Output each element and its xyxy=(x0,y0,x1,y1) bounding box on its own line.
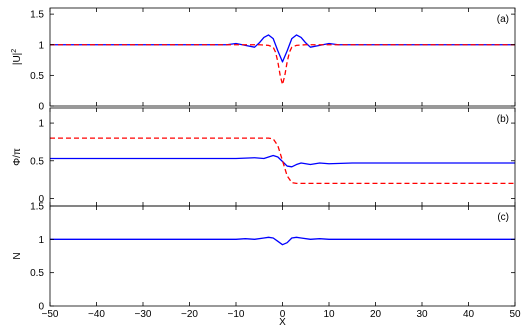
panel-2-ylabel: Φ/π xyxy=(12,148,23,166)
xtick-label: 0 xyxy=(280,309,286,320)
xtick-label: 20 xyxy=(370,309,382,320)
panel-1-series-2-dashed-line xyxy=(50,44,515,86)
panel-3-ytick-label: 0 xyxy=(38,302,44,313)
xtick-label: 30 xyxy=(416,309,428,320)
panel-1-ytick-label: 0 xyxy=(38,102,44,113)
panel-2-series-1-solid-line xyxy=(50,154,515,168)
panel-3-ytick-label: 1 xyxy=(38,235,44,246)
panel-1-ytick-label: 1 xyxy=(38,40,44,51)
panel-3-axes-box xyxy=(49,205,516,307)
panel-2-ytick-label: 0 xyxy=(38,194,44,205)
xtick-label: −30 xyxy=(135,309,152,320)
panel-1: 0 0.5 1 1.5 (a) |U|2 xyxy=(11,7,516,113)
panel-3-ytick-label: 1.5 xyxy=(30,202,44,213)
xtick-label: 40 xyxy=(463,309,475,320)
panel-1-tag: (a) xyxy=(497,14,509,25)
panel-2-tag: (b) xyxy=(497,114,509,125)
panel-3-ylabel: N xyxy=(12,252,23,259)
panel-1-ylabel-superscript: 2 xyxy=(11,49,18,53)
xtick-label: 50 xyxy=(509,309,521,320)
panel-1-ytick-label: 0.5 xyxy=(30,71,44,82)
xtick-label: −20 xyxy=(181,309,198,320)
xtick-label: −40 xyxy=(88,309,105,320)
x-axis-title: X xyxy=(279,317,286,328)
panel-1-series-1-solid-line xyxy=(50,34,515,63)
panel-1-ylabel: |U|2 xyxy=(11,49,23,65)
xtick-label: −50 xyxy=(42,309,59,320)
panel-3: 0 0.5 1 1.5 (c) N −50 −40 −30 −20 −10 0 10 20 30 40 50 X xyxy=(12,202,521,328)
panel-2-ytick-label: 1 xyxy=(38,119,44,130)
panel-2: 0 0.5 1 (b) Φ/π xyxy=(12,107,516,207)
panel-2-ytick-label: 0.5 xyxy=(30,156,44,167)
panel-3-tag: (c) xyxy=(497,212,509,223)
panel-2-series-2-dashed-line xyxy=(50,137,515,185)
panel-3-ytick-label: 0.5 xyxy=(30,268,44,279)
panel-2-axes-box xyxy=(49,107,516,207)
panel-3-series-1-solid-line xyxy=(50,236,515,246)
xtick-label: −10 xyxy=(228,309,245,320)
panel-1-ytick-label: 1.5 xyxy=(30,10,44,21)
xtick-label: 10 xyxy=(323,309,335,320)
panel-1-axes-box xyxy=(49,7,516,107)
panel-1-ylabel-main: |U| xyxy=(12,53,23,65)
